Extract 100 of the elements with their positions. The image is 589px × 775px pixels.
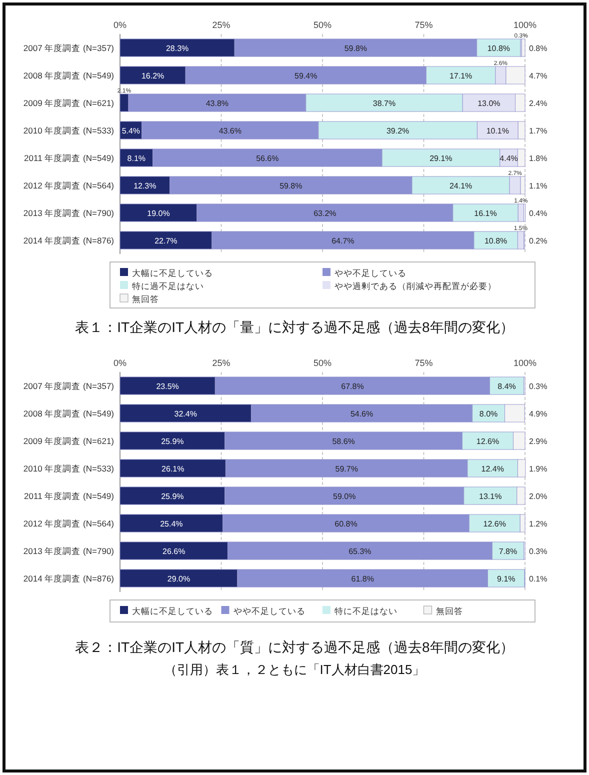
data-label: 13.1% [479, 492, 502, 501]
data-label: 12.4% [481, 464, 504, 474]
y-tick-label: 2007 年度調査 (N=357) [23, 380, 114, 391]
data-label: 13.0% [478, 98, 500, 108]
data-label: 2.9% [529, 436, 548, 446]
data-label: 63.2% [314, 208, 336, 218]
data-label: 25.4% [160, 519, 183, 528]
y-tick-label: 2009 年度調査 (N=621) [23, 436, 114, 446]
x-tick-label: 75% [414, 358, 433, 368]
data-label: 59.8% [280, 181, 302, 190]
x-tick-label: 25% [212, 20, 230, 30]
y-tick-label: 2011 年度調査 (N=549) [24, 152, 114, 163]
data-label: 29.1% [430, 154, 452, 163]
y-tick-label: 2012 年度調査 (N=564) [23, 180, 114, 190]
data-label: 43.6% [218, 126, 242, 136]
legend-label: やや不足している [334, 268, 406, 278]
x-tick-label: 25% [212, 358, 230, 368]
data-label: 58.6% [332, 436, 355, 446]
y-tick-label: 2011 年度調査 (N=549) [24, 490, 114, 501]
data-label: 54.6% [350, 409, 374, 418]
data-label: 2.0% [529, 492, 548, 501]
data-label: 59.0% [333, 492, 356, 501]
data-label: 10.8% [487, 44, 510, 53]
data-label: 59.7% [335, 464, 358, 474]
y-tick-label: 2014 年度調査 (N=876) [23, 573, 114, 584]
data-label: 1.7% [529, 126, 548, 136]
y-tick-label: 2008 年度調査 (N=549) [23, 408, 114, 418]
data-label: 19.0% [147, 208, 170, 218]
text: 表１：IT企業のIT人材の「量」に対する過不足感（過去8年間の変化） [75, 319, 514, 335]
x-tick-label: 50% [313, 20, 332, 30]
data-label: 1.1% [529, 181, 548, 190]
data-label: 24.1% [449, 181, 472, 190]
data-label: 0.8% [529, 44, 548, 53]
y-tick-label: 2009 年度調査 (N=621) [23, 98, 114, 108]
text: 表２：IT企業のIT人材の「質」に対する過不足感（過去8年間の変化） [75, 639, 514, 655]
data-label: 12.3% [134, 181, 156, 190]
data-label: 61.8% [351, 574, 374, 584]
y-tick-label: 2012 年度調査 (N=564) [23, 518, 114, 528]
legend-label: 無回答 [436, 606, 463, 616]
data-label: 1.9% [529, 464, 548, 474]
x-tick-label: 50% [313, 358, 332, 368]
data-label: 9.1% [497, 574, 516, 584]
x-tick-label: 100% [513, 20, 537, 30]
data-label: 0.2% [529, 236, 548, 246]
y-tick-label: 2010 年度調査 (N=533) [23, 125, 114, 136]
data-label: 4.9% [529, 409, 548, 418]
data-label: 1.2% [529, 519, 548, 528]
x-tick-label: 0% [113, 358, 127, 368]
data-label: 8.4% [498, 382, 516, 391]
x-tick-label: 100% [513, 358, 537, 368]
data-label: 26.1% [162, 464, 184, 474]
y-tick-label: 2013 年度調査 (N=790) [23, 208, 114, 218]
data-label: 65.3% [348, 546, 372, 556]
data-label: 2.4% [529, 98, 548, 108]
legend-label: 大幅に不足している [132, 268, 213, 278]
data-label: 12.6% [476, 436, 500, 446]
data-label: 23.5% [156, 382, 179, 391]
x-tick-label: 75% [414, 20, 433, 30]
data-label: 4.4% [500, 154, 518, 163]
data-label: 56.6% [256, 154, 279, 163]
data-label: 22.7% [154, 236, 178, 246]
data-label: 28.3% [166, 44, 189, 53]
legend-label: 特に過不足はない [132, 281, 204, 291]
data-label: 32.4% [174, 409, 197, 418]
data-label: 67.8% [341, 382, 364, 391]
data-label: 7.8% [498, 546, 518, 556]
data-label: 26.6% [162, 546, 186, 556]
legend-label: やや不足している [233, 606, 306, 616]
legend-label: 無回答 [132, 294, 159, 304]
data-label: 17.1% [449, 71, 472, 80]
data-label: 38.7% [372, 98, 396, 108]
data-label: 10.1% [486, 126, 510, 136]
data-label: 16.2% [141, 71, 164, 80]
data-label: 25.9% [161, 492, 184, 501]
data-label: 0.3% [529, 546, 548, 556]
data-label: 25.9% [161, 436, 184, 446]
data-label: 39.2% [386, 126, 410, 136]
data-label: 59.4% [294, 71, 318, 80]
legend-label: やや過剰である（削減や再配置が必要） [334, 281, 496, 291]
legend-label: 特に不足はない [334, 606, 398, 616]
data-label: 8.1% [127, 154, 146, 163]
x-tick-label: 0% [113, 20, 127, 30]
legend-label: 大幅に不足している [132, 606, 213, 616]
data-label: 8.0% [479, 409, 498, 418]
y-tick-label: 2007 年度調査 (N=357) [23, 42, 114, 53]
data-label: 60.8% [334, 519, 358, 528]
data-label: 59.8% [344, 44, 368, 53]
data-label: 29.0% [167, 574, 190, 584]
data-label: 12.6% [483, 519, 506, 528]
y-tick-label: 2014 年度調査 (N=876) [23, 235, 114, 246]
data-label: 43.8% [206, 98, 229, 108]
data-label: 64.7% [332, 236, 354, 246]
data-label: 1.8% [529, 154, 548, 163]
data-label: 0.3% [529, 382, 548, 391]
data-label: 0.1% [529, 574, 548, 584]
data-label: 5.4% [122, 126, 140, 136]
text: （引用）表１，２ともに「IT人材白書2015」 [164, 662, 426, 677]
data-label: 10.8% [484, 236, 508, 246]
data-label: 4.7% [529, 71, 548, 80]
data-label: 16.1% [474, 208, 497, 218]
